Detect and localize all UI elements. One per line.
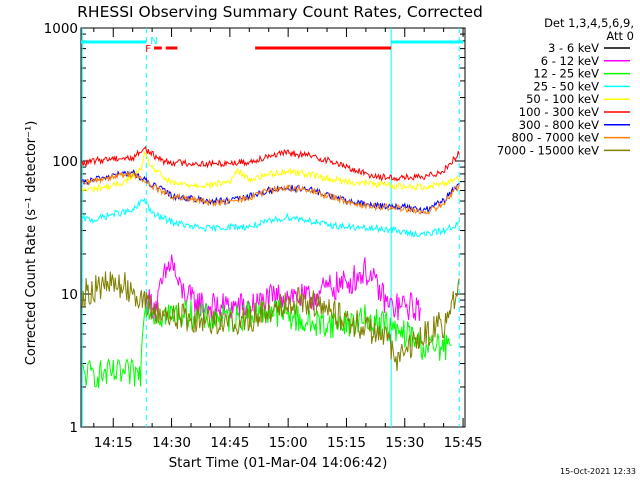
series-line-3 [81, 197, 460, 238]
x-tick-label: 15:15 [327, 435, 366, 451]
plot-frame [80, 27, 466, 428]
x-tick-label: 15:45 [444, 435, 483, 451]
legend-label: 25 - 50 keV [533, 79, 599, 93]
legend-label: 800 - 7000 keV [511, 131, 599, 145]
legend-header-line-2: Att 0 [606, 29, 634, 43]
y-tick-label: 100 [52, 154, 78, 170]
chart-title: RHESSI Observing Summary Count Rates, Co… [77, 3, 483, 21]
x-tick-label: 15:00 [269, 435, 308, 451]
legend-label: 12 - 25 keV [533, 67, 599, 81]
y-tick-label: 1000 [44, 21, 78, 37]
legend-label: 3 - 6 keV [548, 41, 599, 55]
legend-label: 50 - 100 keV [526, 92, 599, 106]
footer-timestamp: 15-Oct-2021 12:33 [560, 467, 636, 476]
series-line-1 [145, 254, 421, 322]
x-tick-label: 15:30 [385, 435, 424, 451]
flare-flag-label: F [145, 44, 151, 55]
x-tick-label: 14:15 [94, 435, 133, 451]
legend-header-line-1: Det 1,3,4,5,6,9, [544, 16, 634, 30]
y-tick-label: 1 [69, 420, 78, 436]
series-line-6 [81, 169, 460, 215]
legend-label: 6 - 12 keV [541, 54, 599, 68]
night-flag-label: N [150, 36, 157, 47]
legend-label: 7000 - 15000 keV [497, 143, 599, 157]
series-line-8 [81, 271, 460, 372]
series-line-2 [81, 297, 452, 389]
y-axis-label: Corrected Count Rate (s⁻¹ detector⁻¹) [24, 121, 39, 366]
y-tick-label: 10 [61, 287, 78, 303]
legend-label: 100 - 300 keV [519, 105, 599, 119]
series-line-4 [81, 150, 460, 194]
x-axis-label: Start Time (01-Mar-04 14:06:42) [169, 455, 388, 471]
series-line-5 [81, 145, 460, 182]
legend-label: 300 - 800 keV [519, 118, 599, 132]
series-line-7 [81, 171, 460, 215]
x-tick-label: 14:30 [152, 435, 191, 451]
x-tick-label: 14:45 [210, 435, 249, 451]
